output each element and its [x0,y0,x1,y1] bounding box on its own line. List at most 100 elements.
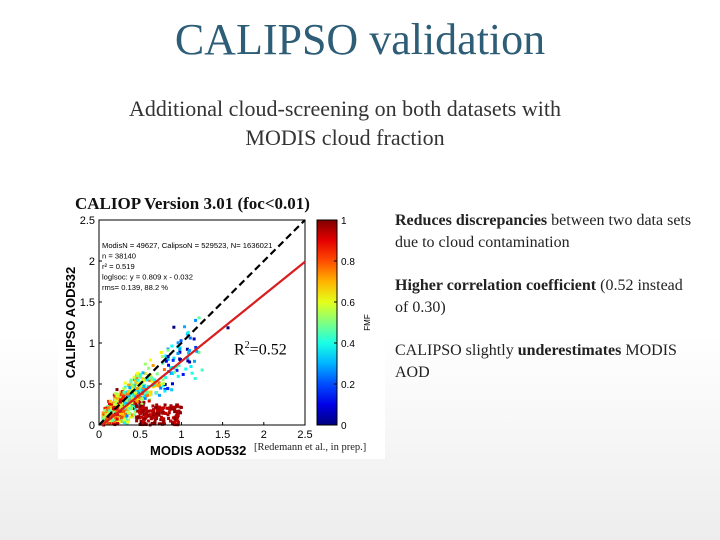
scatter-chart-svg: 0 0.5 1 1.5 2 2.5 0 0.5 1 1.5 2 2.5 MODIS AOD532 CALI… [63,215,372,458]
scatter-point [195,349,199,353]
scatter-point [171,420,175,424]
scatter-point [145,378,149,382]
scatter-point [121,397,125,401]
scatter-point [128,389,132,393]
scatter-point [159,415,163,419]
r2-value: =0.52 [249,341,287,359]
fit-line [101,260,306,426]
bullet-item-3: CALIPSO slightly underestimates MODIS AO… [395,340,695,384]
scatter-point [141,377,145,381]
scatter-point [167,363,171,367]
scatter-point [122,387,126,391]
scatter-point [135,419,139,423]
scatter-point [166,355,170,359]
scatter-point [128,386,132,390]
scatter-point [161,378,165,382]
scatter-point [115,409,119,413]
scatter-point [111,407,115,411]
scatter-point [184,367,188,371]
scatter-point [119,404,123,408]
scatter-point [155,391,159,395]
scatter-point [197,350,201,354]
r2-superscript: 2 [244,340,250,351]
scatter-point [108,399,112,403]
colorbar-label: FMF [363,314,372,331]
bullet-2-bold: Higher correlation coefficient [395,277,597,294]
scatter-point [162,382,166,386]
scatter-point [126,418,130,422]
scatter-point [171,358,175,362]
scatter-point [162,419,166,423]
scatter-point [132,407,136,411]
scatter-point [121,393,125,397]
scatter-point [139,408,143,412]
scatter-point [115,400,119,404]
scatter-point [151,363,155,367]
scatter-point [162,368,166,372]
scatter-point [153,378,157,382]
scatter-point [126,392,130,396]
scatter-point [113,402,117,406]
scatter-point [101,411,105,415]
scatter-point [154,384,158,388]
scatter-point [122,390,126,394]
scatter-point [138,387,142,391]
scatter-point [145,394,149,398]
scatter-point [122,401,126,405]
scatter-point [226,326,230,330]
scatter-point [125,399,129,403]
scatter-point [193,377,197,381]
scatter-point [113,419,117,423]
scatter-point [107,407,111,411]
bullet-1-text: between two data sets due to cloud conta… [395,212,692,251]
scatter-point [146,409,150,413]
scatter-point [137,400,141,404]
stats-text-line: r² = 0.519 [102,262,135,271]
scatter-point [170,388,174,392]
scatter-point [125,400,129,404]
scatter-point [138,411,142,415]
scatter-point [126,411,130,415]
scatter-point [152,416,156,420]
scatter-point [144,386,148,390]
scatter-point [134,408,138,412]
scatter-point [155,403,159,407]
scatter-point [159,350,163,354]
subtitle-line-1: Additional cloud-screening on both datas… [129,96,561,121]
scatter-point [153,421,157,425]
scatter-point [149,392,153,396]
scatter-point [104,417,108,421]
scatter-point [170,382,174,386]
scatter-point [183,325,187,329]
scatter-point [166,413,170,417]
scatter-point [125,394,129,398]
scatter-point [114,392,118,396]
scatter-point [140,397,144,401]
scatter-point [130,396,134,400]
scatter-point [143,396,147,400]
scatter-point [173,421,177,425]
scatter-point [150,380,154,384]
scatter-point [162,384,166,388]
scatter-point [147,393,151,397]
plot-frame [98,219,306,426]
scatter-point [119,400,123,404]
scatter-point [188,336,192,340]
scatter-point [163,387,167,391]
one-to-one-line [98,219,306,426]
scatter-point [125,414,129,418]
scatter-point [115,388,119,392]
scatter-point [157,405,161,409]
scatter-point [178,357,182,361]
scatter-point [163,403,167,407]
scatter-point [123,385,127,389]
r2-annotation: R2=0.52 [234,340,287,359]
scatter-point [164,354,168,358]
scatter-point [133,391,137,395]
bullet-3-pre: CALIPSO slightly [395,342,518,359]
scatter-point [143,371,147,375]
scatter-point [157,413,161,417]
scatter-point [141,410,145,414]
scatter-point [151,404,155,408]
scatter-point [138,408,142,412]
